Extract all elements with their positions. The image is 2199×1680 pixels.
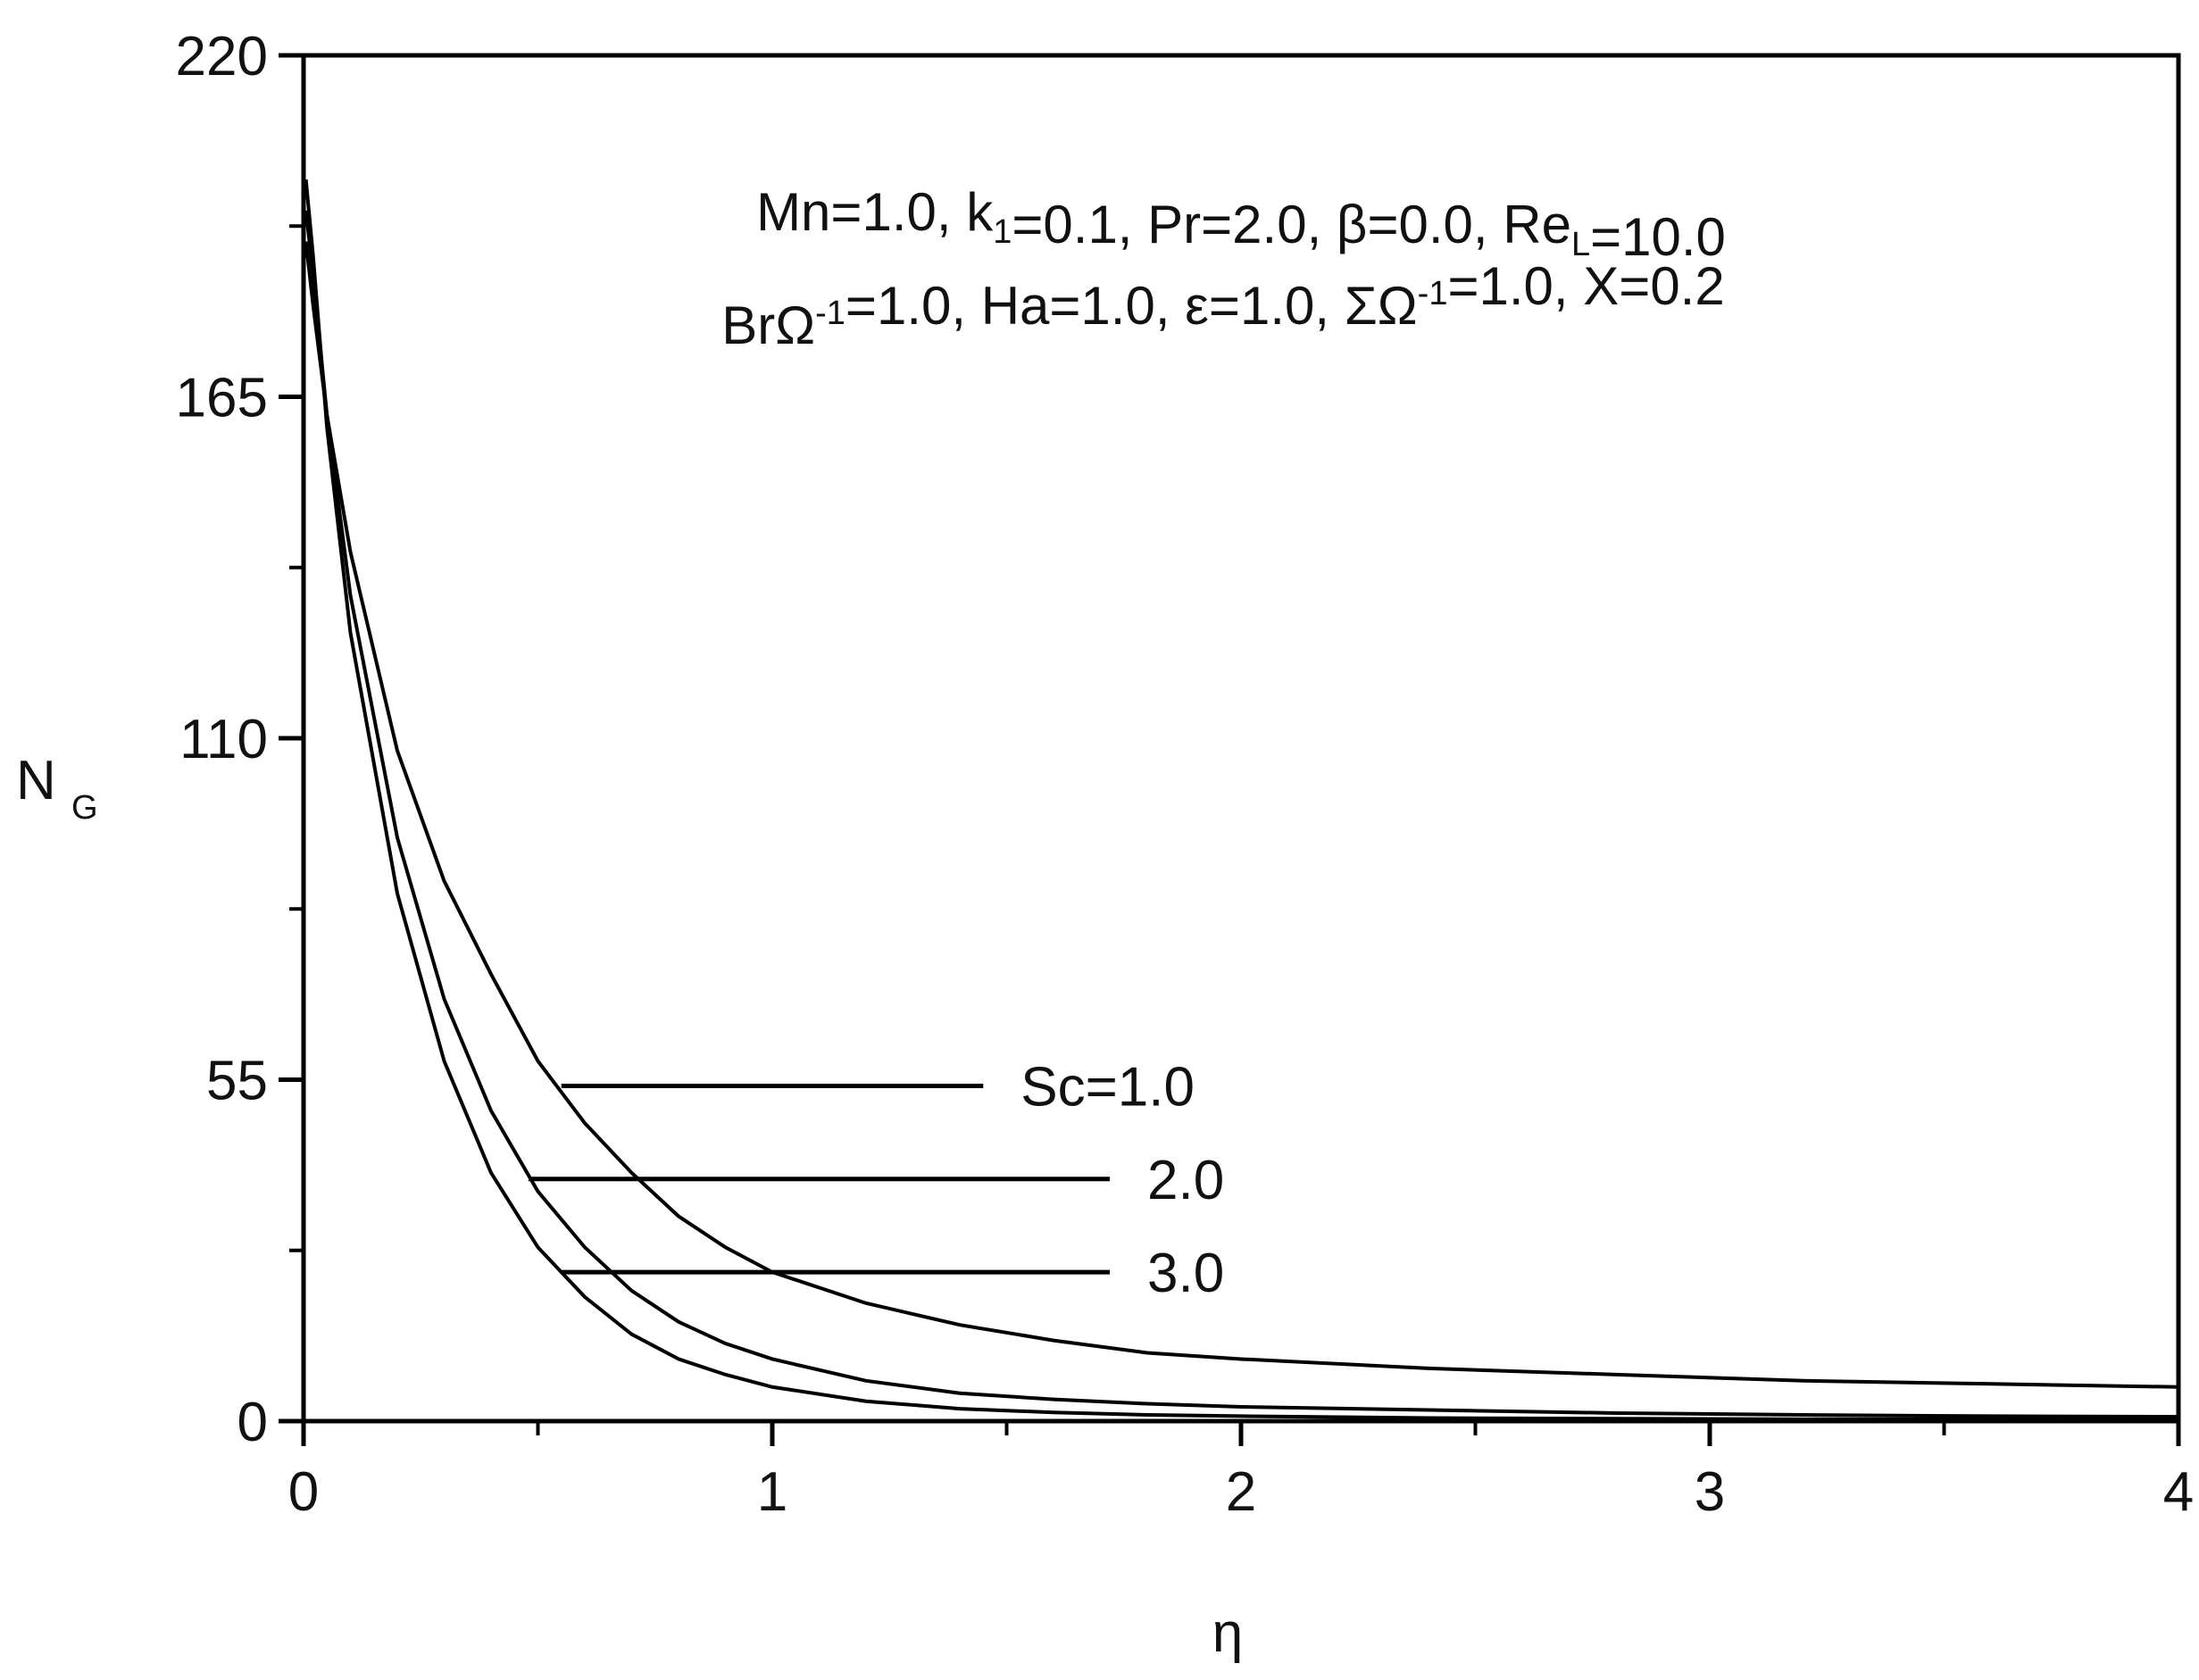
series-label-2: 2.0: [1147, 1150, 1224, 1211]
plot-border: [301, 53, 2181, 1424]
series-layer: Sc=1.0 2.0 3.0: [304, 179, 2179, 1421]
parameter-annotation: Mn=1.0, k1=0.1, Pr=2.0, β=0.0, ReL=10.0 …: [721, 182, 1726, 355]
x-tick-label: 1: [757, 1461, 787, 1523]
y-axis-title: N G: [16, 750, 98, 827]
parameter-line-2: BrΩ-1=1.0, Ha=1.0, ε=1.0, ΣΩ-1=1.0, X=0.…: [721, 256, 1724, 355]
y-axis-title-main: N: [16, 750, 56, 811]
x-axis: 0 1 2 3 4: [288, 1421, 2194, 1523]
plot-frame: [301, 53, 2181, 1424]
y-axis-title-sub: G: [71, 789, 98, 827]
y-axis: 0 55 110 165 220: [176, 26, 304, 1453]
series-line-3: [304, 179, 2178, 1421]
x-axis-title: η: [1212, 1602, 1243, 1664]
y-tick-label: 55: [206, 1051, 268, 1112]
y-tick-label: 220: [176, 26, 268, 87]
x-tick-label: 3: [1695, 1461, 1725, 1523]
parameter-line-1: Mn=1.0, k1=0.1, Pr=2.0, β=0.0, ReL=10.0: [756, 182, 1726, 267]
x-tick-label: 2: [1226, 1461, 1256, 1523]
series-label-1: Sc=1.0: [1020, 1056, 1195, 1118]
series-label-3: 3.0: [1147, 1243, 1224, 1304]
series-line-2: [304, 210, 2179, 1419]
x-tick-label: 0: [288, 1461, 319, 1523]
y-tick-label: 110: [179, 709, 268, 770]
x-tick-label: 4: [2163, 1461, 2194, 1523]
y-tick-label: 165: [176, 368, 268, 429]
series-line-1: [304, 241, 2179, 1389]
y-tick-label: 0: [237, 1392, 268, 1453]
